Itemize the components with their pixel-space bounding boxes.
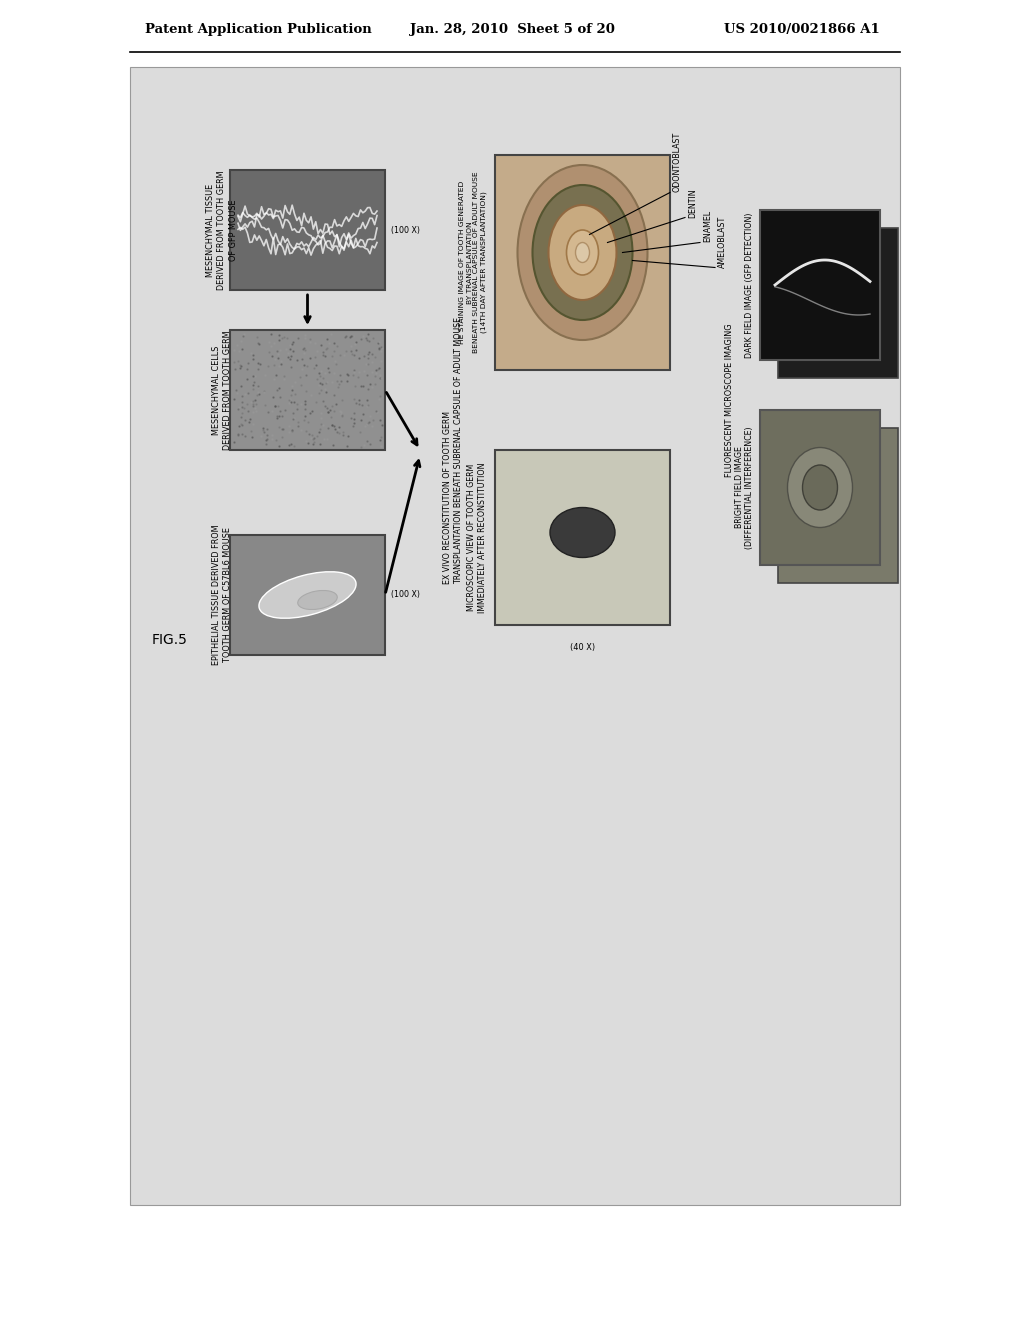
- Text: FIG.5: FIG.5: [152, 634, 188, 647]
- Text: (40 X): (40 X): [570, 643, 595, 652]
- Ellipse shape: [298, 590, 337, 610]
- Text: (100 X): (100 X): [391, 590, 420, 599]
- Text: DENTIN: DENTIN: [688, 187, 697, 218]
- Text: US 2010/0021866 A1: US 2010/0021866 A1: [724, 24, 880, 37]
- Ellipse shape: [259, 572, 356, 618]
- Ellipse shape: [803, 465, 838, 510]
- Ellipse shape: [549, 205, 616, 300]
- Text: DARK FIELD IMAGE (GFP DETECTION): DARK FIELD IMAGE (GFP DETECTION): [745, 213, 754, 358]
- Ellipse shape: [532, 185, 633, 319]
- Text: BRIGHT FIELD IMAGE
(DIFFERENTIAL INTERFERENCE): BRIGHT FIELD IMAGE (DIFFERENTIAL INTERFE…: [734, 426, 754, 549]
- Bar: [130, 67, 900, 1205]
- Bar: [230, 535, 385, 655]
- Bar: [778, 228, 898, 378]
- Text: MICROSCOPIC VIEW OF TOOTH GERM
IMMEDIATELY AFTER RECONSTITUTION: MICROSCOPIC VIEW OF TOOTH GERM IMMEDIATE…: [467, 462, 487, 612]
- Bar: [495, 450, 670, 624]
- Text: MESENCHYMAL TISSUE
DERIVED FROM TOOTH GERM
OF GFP MOUSE: MESENCHYMAL TISSUE DERIVED FROM TOOTH GE…: [207, 170, 238, 290]
- Text: FLUORESCENT MICROSCOPE IMAGING: FLUORESCENT MICROSCOPE IMAGING: [725, 323, 734, 477]
- Text: ODONTOBLAST: ODONTOBLAST: [673, 132, 682, 193]
- Bar: [230, 330, 385, 450]
- Ellipse shape: [517, 165, 647, 341]
- Text: EX VIVO RECONSTITUTION OF TOOTH GERM
TRANSPLANTATION BENEATH SUBRENAL CAPSULE OF: EX VIVO RECONSTITUTION OF TOOTH GERM TRA…: [443, 317, 463, 583]
- Text: MESENCHYMAL CELLS
DERIVED FROM TOOTH GERM: MESENCHYMAL CELLS DERIVED FROM TOOTH GER…: [212, 330, 232, 450]
- Text: EPITHELIAL TISSUE DERIVED FROM
TOOTH GERM OF C57BL6 MOUSE: EPITHELIAL TISSUE DERIVED FROM TOOTH GER…: [212, 524, 232, 665]
- Bar: [760, 210, 880, 360]
- Text: (100 X): (100 X): [391, 226, 420, 235]
- Text: Jan. 28, 2010  Sheet 5 of 20: Jan. 28, 2010 Sheet 5 of 20: [410, 24, 614, 37]
- Bar: [495, 154, 670, 370]
- Text: AMELOBLAST: AMELOBLAST: [718, 215, 727, 268]
- Ellipse shape: [787, 447, 853, 528]
- Ellipse shape: [550, 507, 615, 557]
- Ellipse shape: [575, 243, 590, 263]
- Bar: [778, 428, 898, 583]
- Text: Patent Application Publication: Patent Application Publication: [145, 24, 372, 37]
- Text: HE STAINING IMAGE OF TOOTH GENERATED
BY TRANSPLANTATION
BENEATH SUBRENAL CAPSULE: HE STAINING IMAGE OF TOOTH GENERATED BY …: [460, 172, 487, 354]
- Ellipse shape: [566, 230, 598, 275]
- Bar: [230, 170, 385, 290]
- Bar: [760, 411, 880, 565]
- Text: ENAMEL: ENAMEL: [703, 210, 712, 243]
